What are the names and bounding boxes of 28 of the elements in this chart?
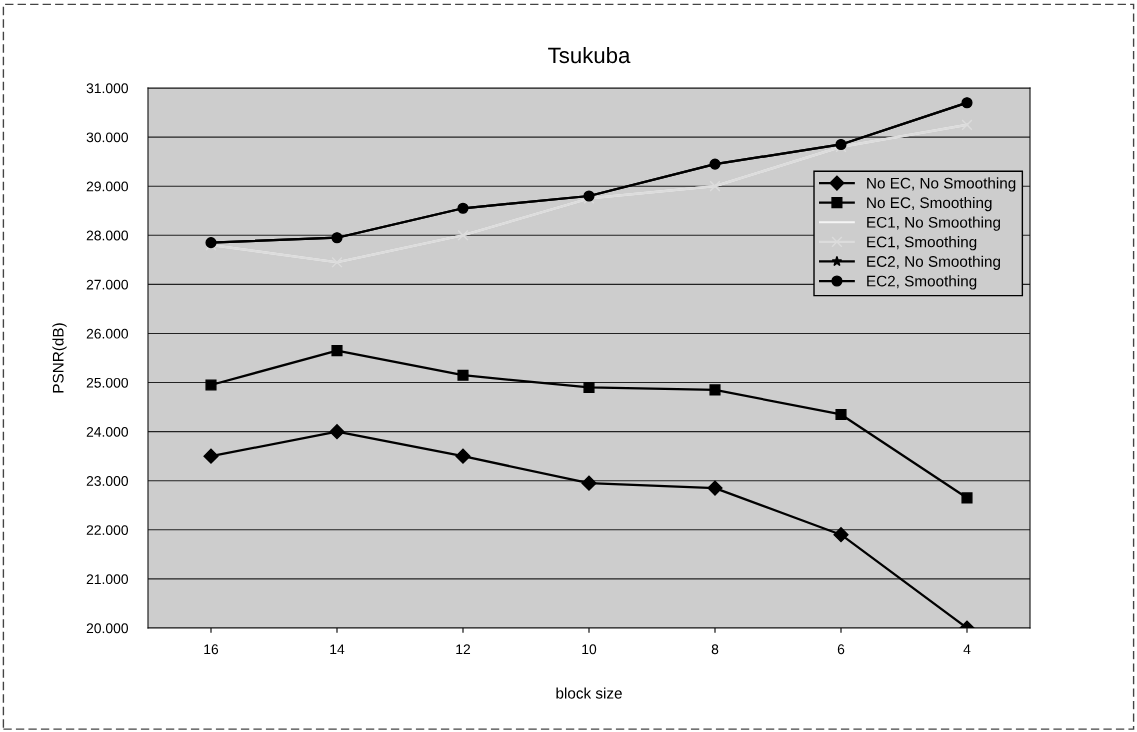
chart-title: Tsukuba: [548, 46, 631, 64]
y-tick-label: 20.000: [86, 623, 129, 634]
x-axis-title: block size: [556, 687, 622, 699]
x-tick-label: 14: [330, 644, 345, 655]
y-axis-title: PSNR(dB): [52, 323, 67, 393]
y-tick-label: 30.000: [86, 132, 129, 143]
x-tick-label: 16: [204, 644, 219, 655]
y-tick-label: 27.000: [86, 279, 129, 290]
y-tick-label: 25.000: [86, 377, 129, 388]
y-tick-label: 28.000: [86, 230, 129, 241]
x-tick-label: 10: [582, 644, 597, 655]
legend-label: EC1, No Smoothing: [867, 216, 1000, 231]
y-tick-label: 21.000: [86, 574, 129, 585]
x-tick-label: 6: [837, 644, 845, 655]
legend-label: EC2, No Smoothing: [867, 255, 1000, 270]
legend-label: EC2, Smoothing: [867, 275, 977, 290]
legend-label: EC1, Smoothing: [867, 236, 977, 251]
y-tick-label: 31.000: [86, 83, 129, 94]
x-tick-label: 12: [456, 644, 471, 655]
y-tick-label: 22.000: [86, 525, 129, 535]
legend-label: No EC, No Smoothing: [867, 177, 1016, 192]
y-tick-label: 26.000: [86, 328, 129, 339]
x-tick-label: 4: [963, 644, 971, 655]
legend-label: No EC, Smoothing: [867, 196, 992, 212]
y-tick-label: 29.000: [86, 181, 129, 192]
x-tick-label: 8: [711, 644, 719, 655]
y-tick-label: 24.000: [86, 426, 129, 437]
y-tick-label: 23.000: [86, 476, 129, 486]
